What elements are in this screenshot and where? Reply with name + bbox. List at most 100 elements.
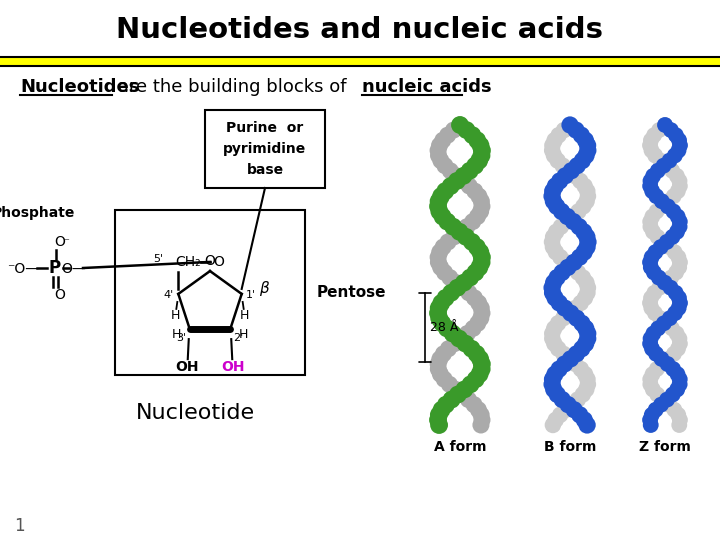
Point xyxy=(673,136,685,145)
Point xyxy=(451,177,463,185)
Point xyxy=(557,161,569,170)
Point xyxy=(546,238,558,246)
Point xyxy=(476,309,487,318)
Point xyxy=(672,212,683,221)
Text: 4': 4' xyxy=(163,290,174,300)
Point xyxy=(582,329,593,338)
Point xyxy=(662,355,674,363)
Point xyxy=(674,299,685,307)
Point xyxy=(646,303,657,312)
Point xyxy=(552,156,564,165)
Point xyxy=(564,309,575,318)
Point xyxy=(472,319,484,328)
Text: ⁻O—: ⁻O— xyxy=(7,262,39,276)
Point xyxy=(460,233,472,241)
Point xyxy=(665,273,677,282)
Point xyxy=(567,212,578,221)
Point xyxy=(455,334,467,343)
Point xyxy=(464,166,475,175)
Text: 28 Å: 28 Å xyxy=(430,321,459,334)
Point xyxy=(432,253,444,261)
Point xyxy=(461,126,472,134)
Point xyxy=(660,120,671,129)
Text: A form: A form xyxy=(433,440,486,454)
Point xyxy=(660,278,671,287)
Point xyxy=(433,364,444,373)
Point xyxy=(473,299,485,307)
Point xyxy=(434,355,446,363)
Point xyxy=(673,303,685,312)
Point xyxy=(647,212,658,221)
Point xyxy=(668,192,680,200)
Point xyxy=(582,380,594,389)
Point xyxy=(667,166,678,175)
Text: Nucleotides: Nucleotides xyxy=(20,78,140,96)
Point xyxy=(546,334,558,343)
Point xyxy=(546,375,558,383)
Point xyxy=(664,242,675,251)
Point xyxy=(439,187,451,195)
Text: P: P xyxy=(49,259,61,277)
Point xyxy=(549,370,561,379)
Text: O: O xyxy=(54,288,65,302)
Text: Nucleotide: Nucleotide xyxy=(135,403,255,423)
Text: H: H xyxy=(238,328,248,341)
Point xyxy=(462,329,473,338)
Text: Z form: Z form xyxy=(639,440,691,454)
Point xyxy=(582,284,594,292)
Text: O: O xyxy=(54,235,65,249)
Point xyxy=(563,166,575,175)
Point xyxy=(645,263,657,272)
Point xyxy=(476,151,487,160)
Bar xyxy=(115,210,305,375)
Point xyxy=(458,278,469,287)
Point xyxy=(670,309,681,318)
Point xyxy=(654,284,665,292)
Point xyxy=(570,303,581,312)
Point xyxy=(548,278,559,287)
Point xyxy=(674,258,685,267)
Point xyxy=(653,126,665,134)
Point xyxy=(448,126,459,134)
Point xyxy=(656,197,667,206)
Point xyxy=(564,355,575,363)
Point xyxy=(467,131,478,139)
Point xyxy=(554,410,566,419)
Point xyxy=(580,370,591,379)
Point xyxy=(578,227,590,236)
Point xyxy=(654,156,666,165)
Point xyxy=(644,177,656,185)
Point xyxy=(553,131,564,139)
Point xyxy=(438,268,450,277)
Text: O: O xyxy=(213,255,224,269)
Bar xyxy=(205,110,325,188)
Point xyxy=(580,324,592,333)
Point xyxy=(474,141,486,150)
Point xyxy=(450,385,462,394)
Point xyxy=(445,181,456,190)
Point xyxy=(581,242,593,251)
Point xyxy=(475,314,487,322)
Point xyxy=(552,390,563,399)
Point xyxy=(669,406,680,414)
Text: H: H xyxy=(172,328,181,341)
Point xyxy=(645,334,657,343)
Point xyxy=(562,263,574,272)
Point xyxy=(662,360,673,368)
Point xyxy=(575,299,587,307)
Point xyxy=(644,181,656,190)
Point xyxy=(663,400,675,409)
Point xyxy=(433,197,444,206)
Point xyxy=(463,395,474,404)
Text: O: O xyxy=(204,254,215,268)
Point xyxy=(435,370,446,379)
Point xyxy=(577,273,589,282)
Point xyxy=(674,217,685,226)
Point xyxy=(547,242,559,251)
Point xyxy=(472,136,483,145)
Point xyxy=(579,181,590,190)
Point xyxy=(443,345,454,353)
Point xyxy=(436,406,447,414)
Point xyxy=(660,120,671,129)
Point xyxy=(450,278,462,287)
